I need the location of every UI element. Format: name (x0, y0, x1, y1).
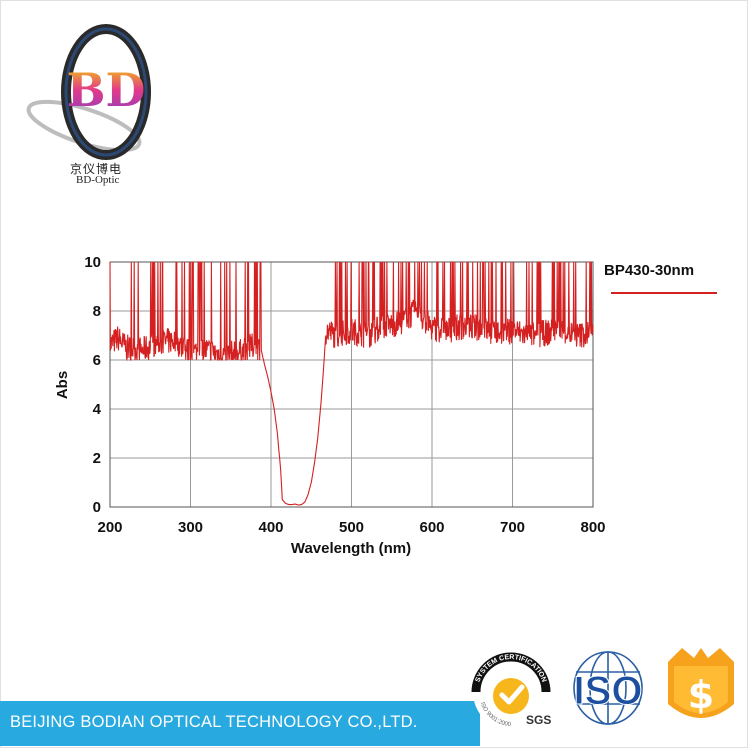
shield-badge-icon: $ (668, 648, 734, 718)
x-tick-label: 800 (580, 519, 605, 536)
y-tick-label: 10 (84, 254, 101, 271)
legend-label: BP430-30nm (604, 262, 695, 279)
bd-optic-logo: BD (26, 24, 151, 160)
y-tick-label: 2 (93, 450, 101, 467)
x-tick-label: 200 (97, 519, 122, 536)
logo-text: BD (67, 63, 146, 117)
chart-ticks: 200 300 400 500 600 700 800 0 2 4 6 8 10 (84, 254, 605, 536)
footer-bar (0, 701, 480, 746)
x-tick-label: 300 (178, 519, 203, 536)
x-axis-label: Wavelength (nm) (291, 540, 411, 557)
sgs-label: SGS (526, 713, 551, 727)
brand-name-en: BD-Optic (76, 174, 120, 186)
series-line-bp430 (109, 261, 594, 506)
y-tick-label: 0 (93, 499, 101, 516)
y-axis-label: Abs (54, 371, 71, 399)
y-tick-label: 8 (93, 303, 101, 320)
shield-symbol: $ (688, 673, 714, 717)
sgs-certification-badge: SYSTEM CERTIFICATION ISO 9001:2000 SGS (471, 652, 551, 730)
x-tick-label: 600 (419, 519, 444, 536)
chart-series (109, 261, 594, 506)
y-tick-label: 4 (93, 401, 102, 418)
iso-certification-badge: ISO (573, 651, 643, 725)
x-tick-label: 400 (258, 519, 283, 536)
absorbance-chart: 200 300 400 500 600 700 800 0 2 4 6 8 10 Wavelength … (54, 254, 606, 557)
legend-swatch (611, 292, 717, 294)
y-tick-label: 6 (93, 352, 101, 369)
footer-company-name: BEIJING BODIAN OPTICAL TECHNOLOGY CO.,LT… (10, 713, 418, 731)
x-tick-label: 700 (500, 519, 525, 536)
brand-name-cn: 京仪博电 (70, 162, 123, 176)
x-tick-label: 500 (339, 519, 364, 536)
iso-label: ISO (574, 669, 643, 713)
